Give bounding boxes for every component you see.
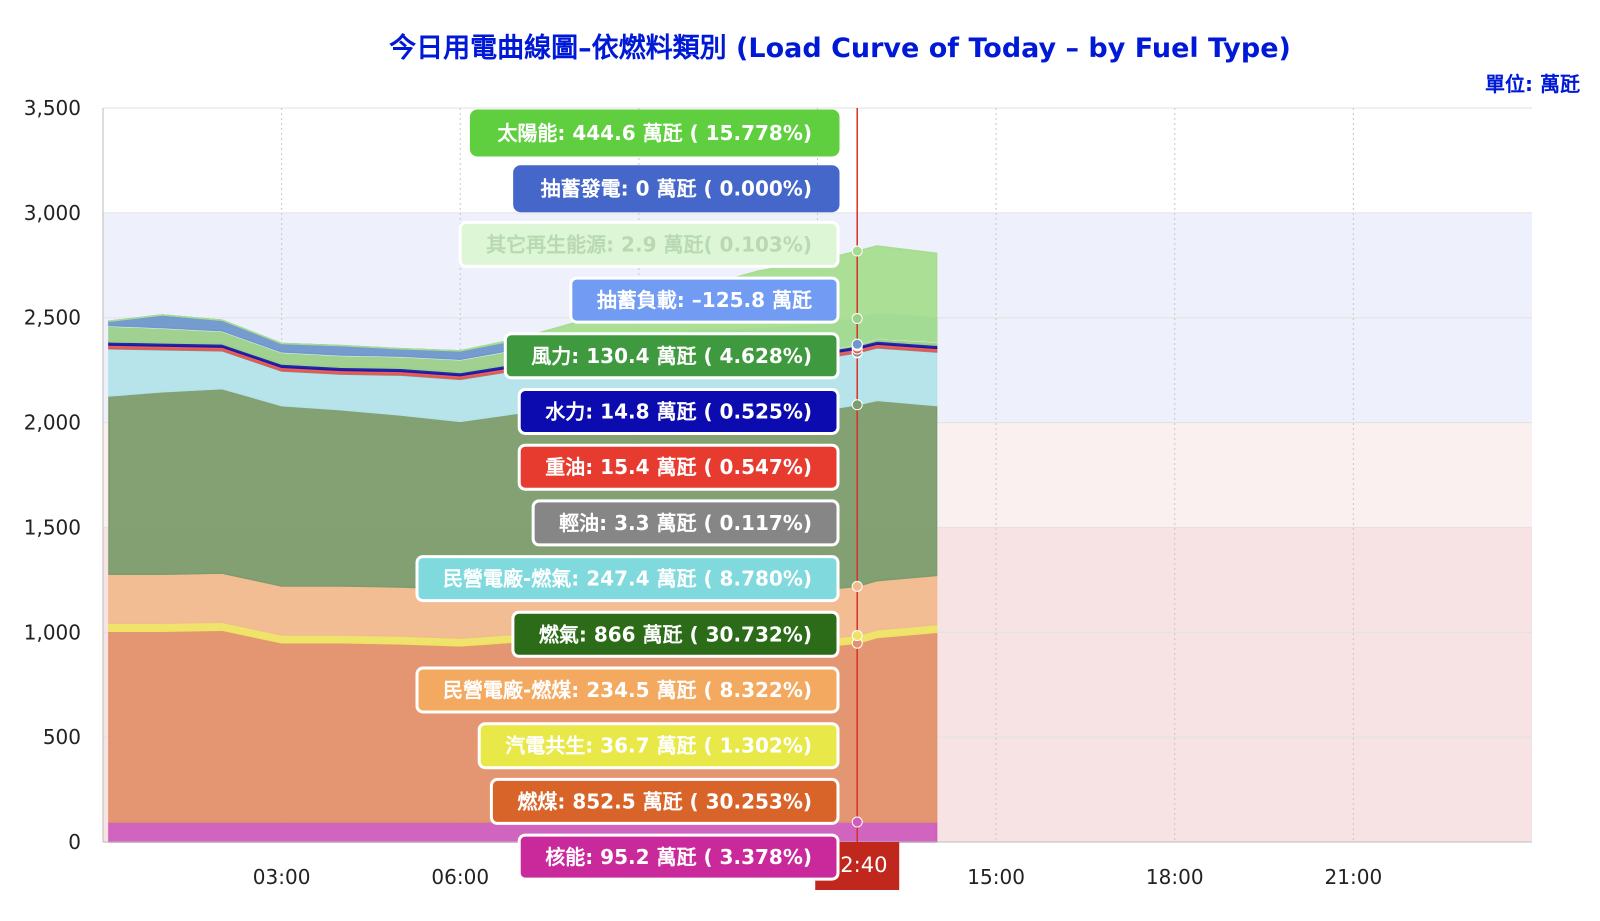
tooltip-box	[517, 443, 840, 491]
tooltip-label: 重油: 15.4 萬瓩 ( 0.547%)	[545, 455, 812, 479]
tooltip-label: 民營電廠-燃氣: 247.4 萬瓩 ( 8.780%)	[443, 567, 812, 591]
tooltip-box	[511, 610, 840, 658]
y-tick-label: 2,000	[24, 411, 81, 435]
x-tick-label: 18:00	[1146, 865, 1204, 889]
tooltip-box	[503, 332, 840, 380]
cursor-dot-9	[851, 313, 863, 325]
tooltip-label: 太陽能: 444.6 萬瓩 ( 15.778%)	[497, 121, 812, 145]
tooltip-item-0: 太陽能: 444.6 萬瓩 ( 15.778%)	[469, 109, 840, 157]
tooltip-box	[415, 555, 840, 603]
tooltip-item-13: 核能: 95.2 萬瓩 ( 3.378%)	[517, 833, 840, 881]
tooltip-label: 燃氣: 866 萬瓩 ( 30.732%)	[539, 622, 812, 646]
tooltip-box	[415, 666, 840, 714]
cursor-dot-2	[851, 630, 863, 642]
tooltip-item-3: 抽蓄負載: –125.8 萬瓩	[569, 276, 840, 324]
y-tick-label: 2,500	[24, 306, 81, 330]
tooltip-label: 核能: 95.2 萬瓩 ( 3.378%)	[545, 845, 812, 869]
y-tick-label: 1,500	[24, 515, 81, 539]
x-tick-label: 06:00	[431, 865, 489, 889]
tooltip-label: 民營電廠-燃煤: 234.5 萬瓩 ( 8.322%)	[443, 678, 812, 702]
y-tick-label: 500	[43, 725, 81, 749]
tooltip-item-12: 燃煤: 852.5 萬瓩 ( 30.253%)	[489, 777, 840, 825]
tooltip-box	[477, 722, 840, 770]
hover-tooltip: 太陽能: 444.6 萬瓩 ( 15.778%) 抽蓄發電: 0 萬瓩 ( 0.0…	[415, 109, 840, 881]
cursor-dot-0	[851, 816, 863, 828]
tooltip-box	[569, 276, 840, 324]
tooltip-box	[517, 833, 840, 881]
cursor-dot-4	[851, 399, 863, 411]
tooltip-box	[531, 499, 840, 547]
tooltip-item-9: 燃氣: 866 萬瓩 ( 30.732%)	[511, 610, 840, 658]
chart-title: 今日用電曲線圖–依燃料類別 (Load Curve of Today – by …	[389, 33, 1291, 64]
tooltip-item-2: 其它再生能源: 2.9 萬瓩( 0.103%)	[458, 220, 840, 268]
tooltip-item-7: 輕油: 3.3 萬瓩 ( 0.117%)	[531, 499, 840, 547]
axes: 0 500 1,000 1,500 2,000 2,500 3,000 3,500 03:00 0…	[24, 96, 1532, 889]
tooltip-label: 抽蓄發電: 0 萬瓩 ( 0.000%)	[541, 177, 812, 201]
tooltip-item-10: 民營電廠-燃煤: 234.5 萬瓩 ( 8.322%)	[415, 666, 840, 714]
tooltip-label: 風力: 130.4 萬瓩 ( 4.628%)	[531, 344, 812, 368]
y-tick-label: 3,000	[24, 201, 81, 225]
cursor-dot-3	[851, 580, 863, 592]
y-tick-label: 3,500	[24, 96, 81, 120]
tooltip-box	[469, 109, 840, 157]
tooltip-label: 燃煤: 852.5 萬瓩 ( 30.253%)	[517, 789, 812, 813]
tooltip-item-6: 重油: 15.4 萬瓩 ( 0.547%)	[517, 443, 840, 491]
y-tick-label: 0	[68, 830, 81, 854]
cursor-dot-12	[851, 338, 863, 350]
tooltip-label: 抽蓄負載: –125.8 萬瓩	[597, 288, 812, 312]
x-tick-label: 21:00	[1325, 865, 1383, 889]
tooltip-box	[513, 165, 840, 213]
tooltip-box	[489, 777, 840, 825]
tooltip-label: 其它再生能源: 2.9 萬瓩( 0.103%)	[486, 232, 812, 256]
tooltip-label: 汽電共生: 36.7 萬瓩 ( 1.302%)	[505, 734, 812, 758]
tooltip-item-8: 民營電廠-燃氣: 247.4 萬瓩 ( 8.780%)	[415, 555, 840, 603]
tooltip-box	[517, 388, 840, 435]
unit-label: 單位: 萬瓩	[1485, 72, 1580, 96]
series-area-13[interactable]	[108, 245, 938, 354]
tooltip-item-4: 風力: 130.4 萬瓩 ( 4.628%)	[503, 332, 840, 380]
x-tick-label: 15:00	[967, 865, 1025, 889]
tooltip-item-1: 抽蓄發電: 0 萬瓩 ( 0.000%)	[513, 165, 840, 213]
y-tick-label: 1,000	[24, 620, 81, 644]
tooltip-label: 輕油: 3.3 萬瓩 ( 0.117%)	[559, 511, 812, 535]
tooltip-label: 水力: 14.8 萬瓩 ( 0.525%)	[545, 400, 812, 424]
tooltip-item-5: 水力: 14.8 萬瓩 ( 0.525%)	[517, 388, 840, 435]
tooltip-item-11: 汽電共生: 36.7 萬瓩 ( 1.302%)	[477, 722, 840, 770]
tooltip-box	[458, 220, 840, 268]
x-tick-label: 03:00	[253, 865, 311, 889]
cursor-dot-13	[851, 245, 863, 257]
